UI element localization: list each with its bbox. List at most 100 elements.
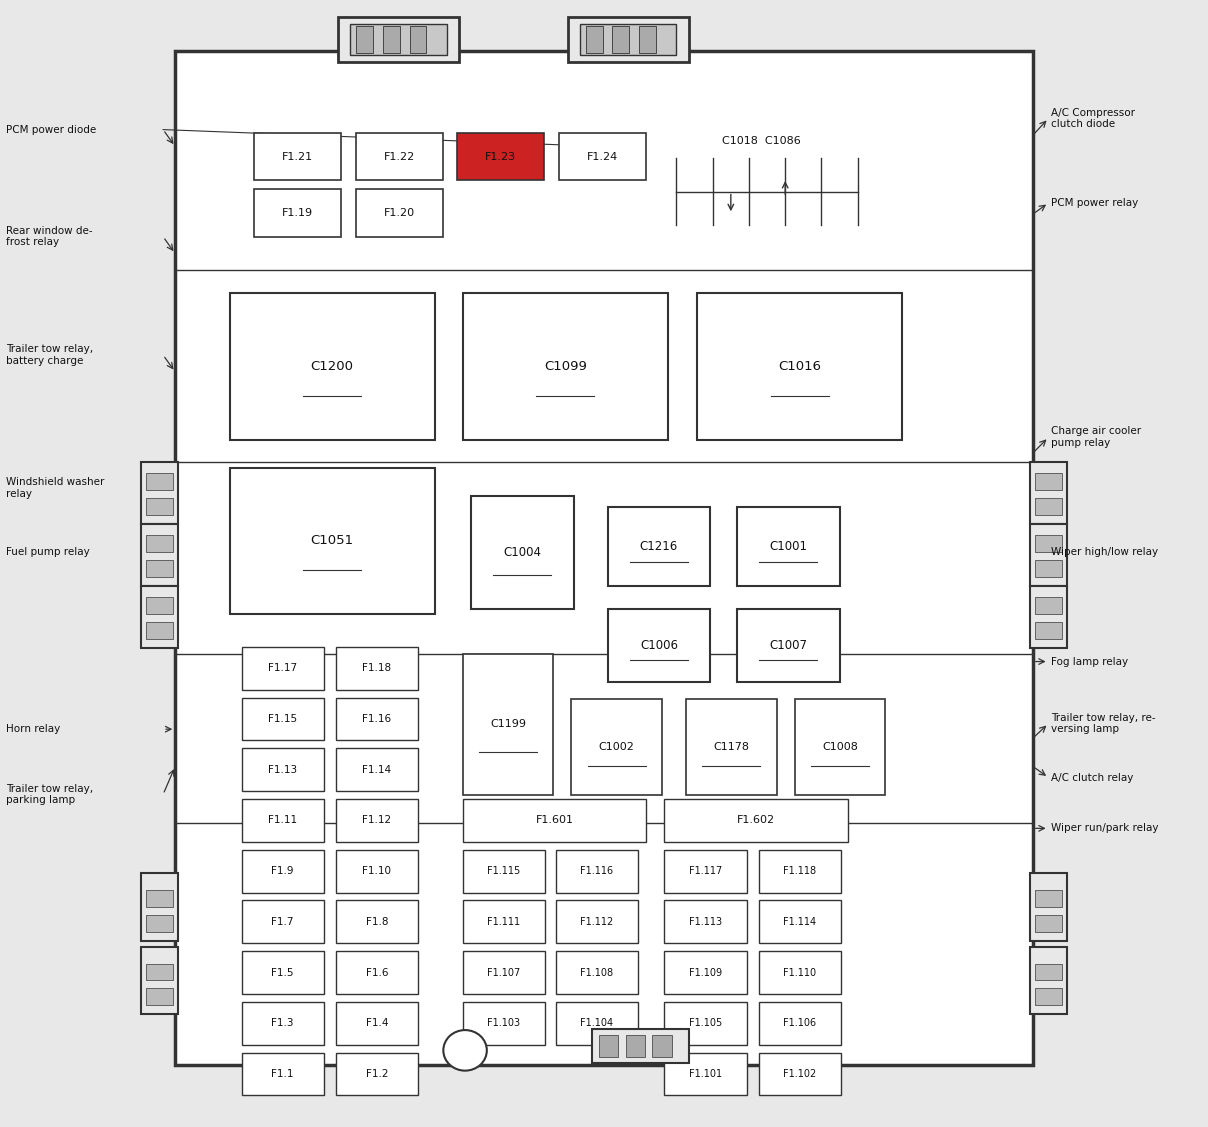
Bar (664, 799, 848, 842)
Text: F1.106: F1.106 (783, 1019, 817, 1028)
Bar (338, 17, 459, 62)
Bar (556, 850, 638, 893)
Bar (1035, 890, 1062, 907)
Bar (1030, 586, 1067, 648)
Bar (146, 890, 173, 907)
Text: C1002: C1002 (599, 742, 634, 752)
Bar (759, 1002, 841, 1045)
Text: F1.117: F1.117 (689, 867, 722, 876)
Text: C1200: C1200 (310, 360, 354, 373)
Text: C1008: C1008 (823, 742, 858, 752)
Bar (146, 535, 173, 552)
Text: Trailer tow relay, re-
versing lamp: Trailer tow relay, re- versing lamp (1051, 712, 1156, 735)
Bar (146, 964, 173, 980)
Bar (336, 951, 418, 994)
Text: C1199: C1199 (490, 719, 525, 729)
Text: F1.115: F1.115 (487, 867, 521, 876)
Bar (568, 17, 689, 62)
Text: C1018  C1086: C1018 C1086 (721, 136, 801, 145)
Text: F1.602: F1.602 (737, 816, 776, 825)
Text: Charge air cooler
pump relay: Charge air cooler pump relay (1051, 426, 1142, 449)
Bar (556, 951, 638, 994)
Bar (336, 799, 418, 842)
Bar (664, 1053, 747, 1095)
Bar (141, 462, 178, 524)
Bar (580, 24, 676, 55)
Text: PCM power relay: PCM power relay (1051, 198, 1138, 207)
Text: C1004: C1004 (504, 545, 541, 559)
Bar (146, 988, 173, 1005)
Circle shape (443, 1030, 487, 1071)
Bar (1035, 988, 1062, 1005)
Bar (471, 496, 574, 609)
Bar (612, 26, 629, 53)
Text: F1.19: F1.19 (281, 208, 313, 218)
Bar (336, 1053, 418, 1095)
Text: F1.102: F1.102 (783, 1070, 817, 1079)
Bar (254, 133, 341, 180)
Text: F1.112: F1.112 (580, 917, 614, 926)
Bar (608, 507, 710, 586)
Bar (759, 1053, 841, 1095)
Bar (556, 1002, 638, 1045)
Text: Trailer tow relay,
parking lamp: Trailer tow relay, parking lamp (6, 783, 93, 806)
Bar (664, 951, 747, 994)
Text: F1.111: F1.111 (487, 917, 521, 926)
Text: F1.22: F1.22 (384, 152, 416, 161)
Bar (230, 293, 435, 440)
Bar (686, 699, 777, 795)
Bar (608, 609, 710, 682)
Bar (1035, 915, 1062, 932)
Bar (664, 1002, 747, 1045)
Bar (1035, 597, 1062, 614)
Text: F1.14: F1.14 (362, 765, 391, 774)
Bar (463, 850, 545, 893)
Text: F1.24: F1.24 (587, 152, 618, 161)
Text: Wiper run/park relay: Wiper run/park relay (1051, 824, 1158, 833)
Bar (1030, 873, 1067, 941)
Bar (336, 850, 418, 893)
Text: Rear window de-
frost relay: Rear window de- frost relay (6, 225, 93, 248)
Bar (141, 873, 178, 941)
Bar (242, 698, 324, 740)
Text: F1.7: F1.7 (272, 917, 294, 926)
Text: F1.103: F1.103 (487, 1019, 521, 1028)
Bar (737, 507, 840, 586)
Text: F1.118: F1.118 (783, 867, 817, 876)
Bar (141, 947, 178, 1014)
Text: F1.8: F1.8 (366, 917, 388, 926)
Bar (146, 597, 173, 614)
Bar (737, 609, 840, 682)
Bar (242, 1053, 324, 1095)
Bar (1035, 535, 1062, 552)
Bar (242, 799, 324, 842)
Bar (336, 647, 418, 690)
Bar (146, 498, 173, 515)
Bar (410, 26, 426, 53)
Bar (664, 900, 747, 943)
Bar (463, 1002, 545, 1045)
Text: F1.15: F1.15 (268, 715, 297, 724)
Text: Horn relay: Horn relay (6, 725, 60, 734)
Bar (759, 850, 841, 893)
Bar (463, 293, 668, 440)
Text: F1.109: F1.109 (689, 968, 722, 977)
Bar (664, 850, 747, 893)
Text: F1.1: F1.1 (272, 1070, 294, 1079)
Text: F1.11: F1.11 (268, 816, 297, 825)
Bar (463, 900, 545, 943)
Bar (1030, 462, 1067, 524)
Text: F1.18: F1.18 (362, 664, 391, 673)
Text: F1.107: F1.107 (487, 968, 521, 977)
Bar (141, 524, 178, 586)
Bar (1030, 947, 1067, 1014)
Text: C1001: C1001 (769, 540, 807, 553)
Text: F1.116: F1.116 (580, 867, 614, 876)
Text: F1.105: F1.105 (689, 1019, 722, 1028)
Bar (626, 1035, 645, 1057)
Bar (350, 24, 447, 55)
Bar (146, 560, 173, 577)
Text: F1.110: F1.110 (783, 968, 817, 977)
Bar (242, 951, 324, 994)
Bar (457, 133, 544, 180)
